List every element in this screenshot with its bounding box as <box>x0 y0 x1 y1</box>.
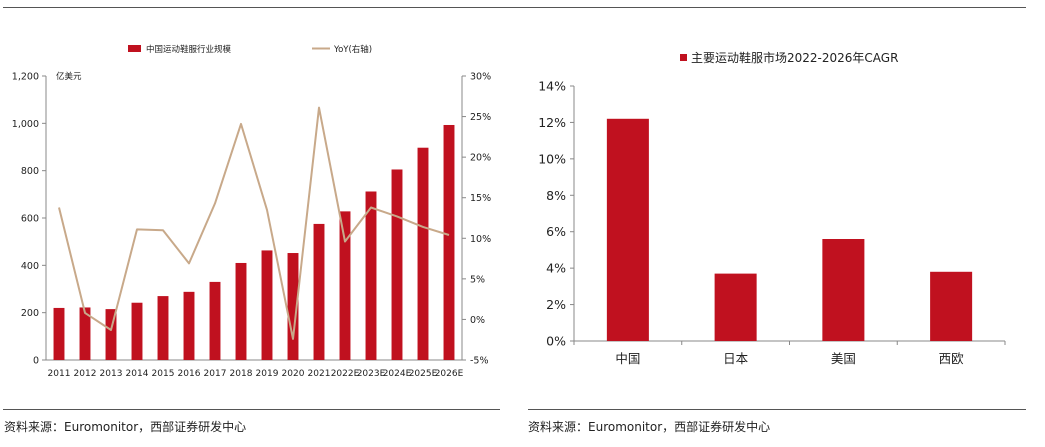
x-tick-label: 2022E <box>331 369 360 379</box>
scale-bar <box>235 262 247 360</box>
cagr-chart: 0% 2% 4% 6% 8% 10% 12% 14% 中国 日本 美国 西欧 主要运动鞋服市场2022-… <box>538 50 1006 366</box>
y-tick-label: 6% <box>546 224 566 239</box>
scale-bar <box>79 307 91 360</box>
x-tick-label: 2021 <box>308 369 331 379</box>
y-tick-label: 0% <box>546 334 566 349</box>
bottom-rule-left <box>3 409 500 410</box>
right-chart-panel: 0% 2% 4% 6% 8% 10% 12% 14% 中国 日本 美国 西欧 主要运动鞋服市场2022-… <box>530 0 1045 400</box>
legend-swatch-scale <box>128 45 141 52</box>
scale-bar <box>339 211 351 360</box>
x-tick-label: 2013 <box>100 369 123 379</box>
right-tick-label: 15% <box>470 193 491 204</box>
source-note-right: 资料来源：Euromonitor，西部证券研发中心 <box>528 420 771 434</box>
scale-bar <box>131 302 143 360</box>
left-tick-label: 0 <box>33 356 39 367</box>
industry-scale-chart: 0 200 400 600 800 1,000 1,200 -5% 0% 5% 10% 15% 20% 2… <box>12 44 491 379</box>
x-tick-label: 2025E <box>409 369 438 379</box>
left-tick-label: 200 <box>21 308 39 319</box>
cagr-bar <box>930 271 973 341</box>
right-tick-label: 0% <box>470 315 485 326</box>
left-tick-label: 1,000 <box>12 119 39 130</box>
x-tick-label: 中国 <box>615 351 640 366</box>
x-tick-label: 2023E <box>357 369 386 379</box>
x-tick-label: 2012 <box>74 369 97 379</box>
y-tick-label: 4% <box>546 261 566 276</box>
x-tick-label: 2017 <box>204 369 227 379</box>
legend-swatch-cagr <box>680 54 687 61</box>
scale-bar <box>209 281 221 360</box>
yoy-line <box>58 106 450 340</box>
right-tick-label: 30% <box>470 72 491 83</box>
x-tick-label: 西欧 <box>939 351 965 366</box>
bottom-rule-right <box>528 409 1026 410</box>
y-tick-label: 14% <box>538 79 566 94</box>
x-tick-label: 2026E <box>435 369 464 379</box>
scale-bar <box>287 253 299 360</box>
x-tick-label: 2024E <box>383 369 412 379</box>
right-tick-label: 25% <box>470 112 491 123</box>
right-tick-label: -5% <box>470 356 489 367</box>
x-tick-label: 2011 <box>48 369 71 379</box>
y-tick-label: 2% <box>546 297 566 312</box>
legend-label-yoy: YoY(右轴) <box>333 44 372 55</box>
y-axis-unit-label: 亿美元 <box>56 71 82 82</box>
scale-bar <box>391 169 403 360</box>
right-tick-label: 5% <box>470 274 485 285</box>
scale-bar <box>365 191 377 360</box>
scale-bar <box>53 307 65 360</box>
x-tick-label: 2018 <box>230 369 253 379</box>
right-tick-label: 20% <box>470 153 491 164</box>
top-rule <box>3 7 1026 8</box>
scale-bar <box>157 296 169 360</box>
left-tick-label: 1,200 <box>12 72 39 83</box>
y-tick-label: 12% <box>538 115 566 130</box>
cagr-bar <box>822 239 865 341</box>
x-tick-label: 2015 <box>152 369 175 379</box>
right-tick-label: 10% <box>470 234 491 245</box>
y-tick-label: 8% <box>546 188 566 203</box>
source-note-left: 资料来源：Euromonitor，西部证券研发中心 <box>4 420 247 434</box>
scale-bar <box>261 250 273 360</box>
left-chart-panel: 0 200 400 600 800 1,000 1,200 -5% 0% 5% 10% 15% 20% 2… <box>0 0 500 400</box>
left-tick-label: 400 <box>21 261 39 272</box>
x-tick-label: 2020 <box>282 369 305 379</box>
scale-bar <box>183 291 195 360</box>
chart-title: 主要运动鞋服市场2022-2026年CAGR <box>691 50 898 65</box>
left-tick-label: 800 <box>21 166 39 177</box>
scale-bar <box>417 147 429 360</box>
y-tick-label: 10% <box>538 151 566 166</box>
legend-label-scale: 中国运动鞋服行业规模 <box>146 44 232 55</box>
cagr-bar <box>606 118 649 342</box>
scale-bar <box>105 309 117 360</box>
scale-bar <box>443 124 455 361</box>
left-tick-label: 600 <box>21 214 39 225</box>
x-tick-label: 2014 <box>126 369 149 379</box>
x-tick-label: 2019 <box>256 369 279 379</box>
scale-bar <box>313 223 325 360</box>
x-tick-label: 日本 <box>723 351 749 366</box>
cagr-bar <box>714 273 757 341</box>
x-tick-label: 美国 <box>831 351 856 366</box>
x-tick-label: 2016 <box>178 369 201 379</box>
